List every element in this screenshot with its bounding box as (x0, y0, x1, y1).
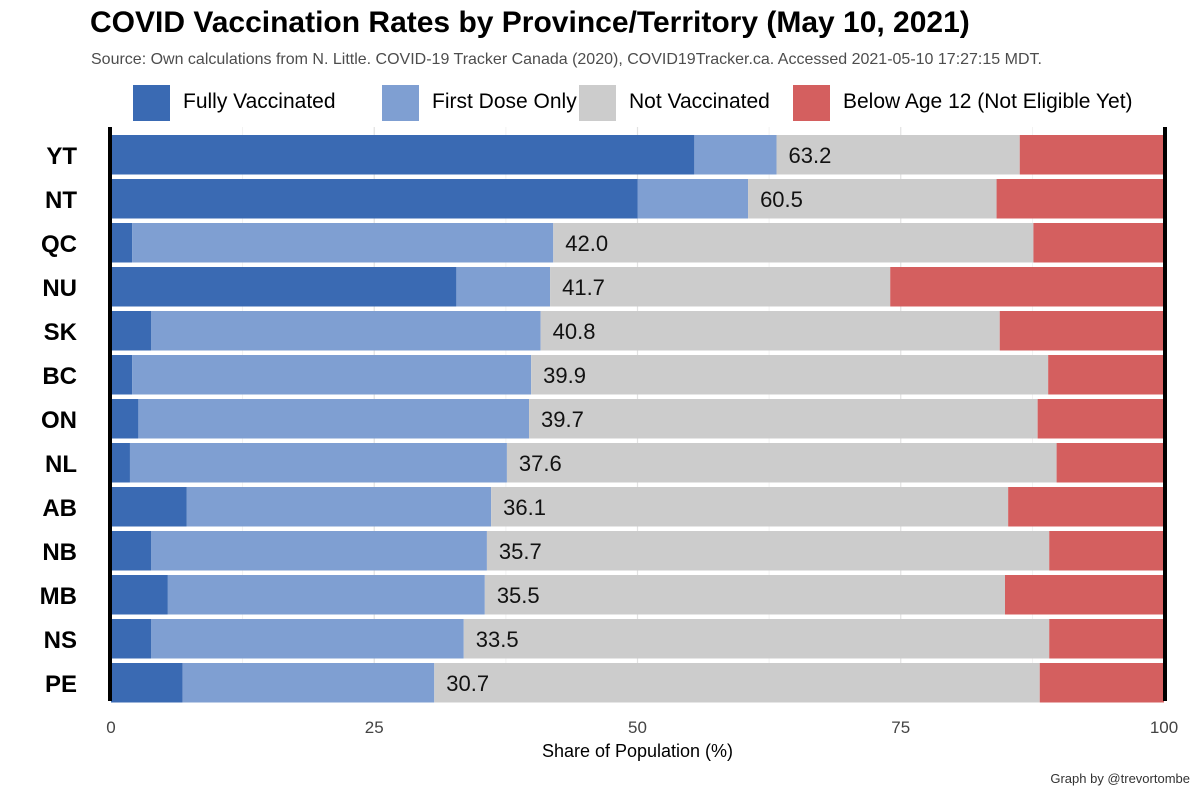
data-label-nu: 41.7 (562, 275, 605, 300)
bar-nt-first-dose-only (637, 179, 749, 219)
bar-nu-fully-vaccinated (111, 267, 457, 307)
bar-nb-fully-vaccinated (111, 531, 152, 571)
bar-ab-below-age-12-not-eligible-yet (1008, 487, 1164, 527)
y-tick-label-bc: BC (42, 363, 77, 390)
legend-label-not-vaccinated: Not Vaccinated (629, 90, 770, 113)
bar-qc-below-age-12-not-eligible-yet (1033, 223, 1164, 263)
bar-ab-fully-vaccinated (111, 487, 187, 527)
y-tick-label-ns: NS (44, 627, 77, 654)
bar-pe-not-vaccinated (434, 663, 1040, 703)
x-tick-label-25: 25 (365, 718, 384, 737)
bar-yt-below-age-12-not-eligible-yet (1019, 135, 1164, 175)
bar-qc-fully-vaccinated (111, 223, 133, 263)
bar-pe-fully-vaccinated (111, 663, 183, 703)
bar-bc-below-age-12-not-eligible-yet (1048, 355, 1164, 395)
bar-nt-not-vaccinated (748, 179, 997, 219)
bar-sk-fully-vaccinated (111, 311, 152, 351)
bar-bc-not-vaccinated (531, 355, 1049, 395)
bar-yt-first-dose-only (694, 135, 777, 175)
legend-label-fully-vaccinated: Fully Vaccinated (183, 90, 336, 113)
bar-yt-not-vaccinated (776, 135, 1020, 175)
bar-nl-not-vaccinated (506, 443, 1057, 483)
chart-subtitle: Source: Own calculations from N. Little.… (91, 51, 1042, 68)
legend-label-below-age-12: Below Age 12 (Not Eligible Yet) (843, 90, 1133, 113)
data-label-nl: 37.6 (519, 451, 562, 476)
y-tick-label-pe: PE (45, 671, 77, 698)
legend-label-first-dose-only: First Dose Only (432, 90, 577, 113)
bar-ns-below-age-12-not-eligible-yet (1049, 619, 1164, 659)
bar-pe-first-dose-only (182, 663, 435, 703)
bar-nb-below-age-12-not-eligible-yet (1049, 531, 1164, 571)
y-tick-label-mb: MB (40, 583, 77, 610)
bar-nt-below-age-12-not-eligible-yet (996, 179, 1164, 219)
x-tick-label-75: 75 (891, 718, 910, 737)
x-tick-label-100: 100 (1150, 718, 1178, 737)
y-tick-label-yt: YT (46, 143, 77, 170)
y-tick-label-nu: NU (42, 275, 77, 302)
data-label-pe: 30.7 (446, 671, 489, 696)
bar-nu-not-vaccinated (550, 267, 891, 307)
bar-nu-below-age-12-not-eligible-yet (890, 267, 1164, 307)
data-label-ab: 36.1 (503, 495, 546, 520)
bar-mb-fully-vaccinated (111, 575, 168, 615)
legend-swatch-below-age-12 (793, 85, 830, 121)
data-label-bc: 39.9 (543, 363, 586, 388)
bar-on-not-vaccinated (529, 399, 1038, 439)
data-label-ns: 33.5 (476, 627, 519, 652)
x-tick-label-50: 50 (628, 718, 647, 737)
y-tick-label-sk: SK (44, 319, 78, 346)
bar-ns-fully-vaccinated (111, 619, 152, 659)
bar-yt-fully-vaccinated (111, 135, 695, 175)
legend-swatch-not-vaccinated (579, 85, 616, 121)
y-tick-label-ab: AB (42, 495, 77, 522)
data-label-sk: 40.8 (553, 319, 596, 344)
y-tick-label-nt: NT (45, 187, 77, 214)
bar-ns-first-dose-only (151, 619, 464, 659)
x-axis-title: Share of Population (%) (542, 741, 733, 761)
bar-sk-not-vaccinated (540, 311, 1000, 351)
bar-bc-first-dose-only (132, 355, 532, 395)
y-tick-label-qc: QC (41, 231, 77, 258)
data-label-nb: 35.7 (499, 539, 542, 564)
bar-qc-not-vaccinated (553, 223, 1034, 263)
data-label-nt: 60.5 (760, 187, 803, 212)
y-tick-label-on: ON (41, 407, 77, 434)
bar-qc-first-dose-only (132, 223, 554, 263)
data-label-on: 39.7 (541, 407, 584, 432)
bar-nt-fully-vaccinated (111, 179, 638, 219)
bar-nl-below-age-12-not-eligible-yet (1056, 443, 1164, 483)
bar-mb-below-age-12-not-eligible-yet (1004, 575, 1164, 615)
bar-nu-first-dose-only (456, 267, 551, 307)
bar-on-below-age-12-not-eligible-yet (1037, 399, 1164, 439)
bar-sk-first-dose-only (151, 311, 541, 351)
data-label-qc: 42.0 (565, 231, 608, 256)
bar-ab-not-vaccinated (491, 487, 1009, 527)
y-tick-label-nl: NL (45, 451, 77, 478)
bar-ab-first-dose-only (186, 487, 492, 527)
x-tick-label-0: 0 (106, 718, 115, 737)
y-tick-label-nb: NB (42, 539, 77, 566)
credit-text: Graph by @trevortombe (1050, 771, 1190, 786)
bar-mb-first-dose-only (167, 575, 485, 615)
bar-on-first-dose-only (138, 399, 530, 439)
bar-ns-not-vaccinated (463, 619, 1050, 659)
bar-nb-first-dose-only (151, 531, 487, 571)
bar-nb-not-vaccinated (486, 531, 1050, 571)
data-label-yt: 63.2 (788, 143, 831, 168)
bar-pe-below-age-12-not-eligible-yet (1039, 663, 1164, 703)
bar-on-fully-vaccinated (111, 399, 139, 439)
bar-bc-fully-vaccinated (111, 355, 133, 395)
bar-nl-first-dose-only (129, 443, 507, 483)
legend-swatch-fully-vaccinated (133, 85, 170, 121)
data-label-mb: 35.5 (497, 583, 540, 608)
chart-title: COVID Vaccination Rates by Province/Terr… (90, 6, 970, 39)
bar-nl-fully-vaccinated (111, 443, 130, 483)
bar-mb-not-vaccinated (484, 575, 1005, 615)
legend-swatch-first-dose-only (382, 85, 419, 121)
bar-sk-below-age-12-not-eligible-yet (999, 311, 1164, 351)
